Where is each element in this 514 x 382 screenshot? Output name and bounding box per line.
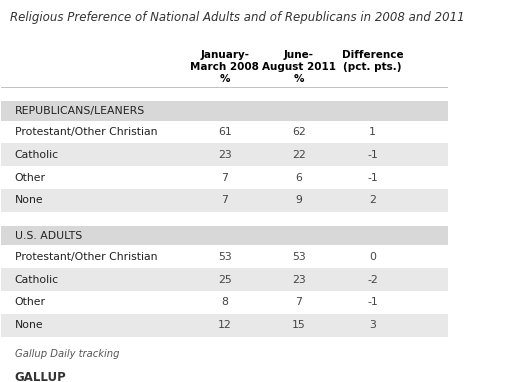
Text: 62: 62 xyxy=(292,127,305,137)
FancyBboxPatch shape xyxy=(2,121,448,143)
Text: Catholic: Catholic xyxy=(15,275,59,285)
Text: 15: 15 xyxy=(292,320,305,330)
FancyBboxPatch shape xyxy=(2,291,448,314)
FancyBboxPatch shape xyxy=(2,166,448,189)
Text: None: None xyxy=(15,320,43,330)
Text: -1: -1 xyxy=(367,150,378,160)
Text: 22: 22 xyxy=(292,150,305,160)
Text: Other: Other xyxy=(15,173,46,183)
FancyBboxPatch shape xyxy=(2,101,448,121)
Text: 53: 53 xyxy=(292,252,305,262)
Text: 23: 23 xyxy=(218,150,232,160)
Text: Religious Preference of National Adults and of Republicans in 2008 and 2011: Religious Preference of National Adults … xyxy=(10,11,465,24)
Text: 0: 0 xyxy=(369,252,376,262)
Text: Other: Other xyxy=(15,297,46,308)
Text: 23: 23 xyxy=(292,275,305,285)
Text: 7: 7 xyxy=(222,195,228,206)
Text: January-
March 2008
%: January- March 2008 % xyxy=(191,50,260,84)
Text: U.S. ADULTS: U.S. ADULTS xyxy=(15,231,82,241)
Text: 7: 7 xyxy=(222,173,228,183)
Text: -2: -2 xyxy=(367,275,378,285)
Text: 25: 25 xyxy=(218,275,232,285)
Text: REPUBLICANS/LEANERS: REPUBLICANS/LEANERS xyxy=(15,106,145,116)
FancyBboxPatch shape xyxy=(2,245,448,268)
FancyBboxPatch shape xyxy=(2,314,448,337)
Text: -1: -1 xyxy=(367,173,378,183)
Text: 6: 6 xyxy=(295,173,302,183)
Text: Gallup Daily tracking: Gallup Daily tracking xyxy=(15,349,119,359)
FancyBboxPatch shape xyxy=(2,189,448,212)
FancyBboxPatch shape xyxy=(2,226,448,245)
Text: 9: 9 xyxy=(295,195,302,206)
Text: 8: 8 xyxy=(222,297,228,308)
Text: 2: 2 xyxy=(369,195,376,206)
Text: June-
August 2011
%: June- August 2011 % xyxy=(262,50,336,84)
Text: Protestant/Other Christian: Protestant/Other Christian xyxy=(15,127,157,137)
FancyBboxPatch shape xyxy=(2,268,448,291)
Text: Difference
(pct. pts.): Difference (pct. pts.) xyxy=(342,50,403,72)
Text: 53: 53 xyxy=(218,252,232,262)
Text: 61: 61 xyxy=(218,127,232,137)
FancyBboxPatch shape xyxy=(2,143,448,166)
Text: Protestant/Other Christian: Protestant/Other Christian xyxy=(15,252,157,262)
Text: None: None xyxy=(15,195,43,206)
Text: 1: 1 xyxy=(369,127,376,137)
Text: Catholic: Catholic xyxy=(15,150,59,160)
Text: 12: 12 xyxy=(218,320,232,330)
Text: GALLUP: GALLUP xyxy=(15,371,66,382)
Text: -1: -1 xyxy=(367,297,378,308)
Text: 7: 7 xyxy=(295,297,302,308)
Text: 3: 3 xyxy=(369,320,376,330)
